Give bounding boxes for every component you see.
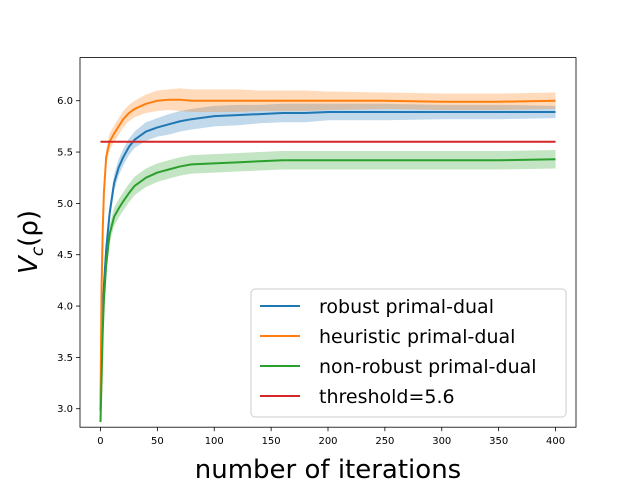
y-tick-label: 4.5	[57, 250, 73, 261]
x-tick-label: 200	[318, 436, 337, 447]
y-axis-label: Vc(ρ)	[14, 210, 48, 274]
y-axis-label-main: V	[14, 254, 44, 274]
x-tick-label: 250	[375, 436, 394, 447]
series-line-robust-primal-dual	[99, 111, 556, 411]
x-tick-label: 100	[205, 436, 224, 447]
x-tick-label: 350	[489, 436, 508, 447]
legend-label-heuristic-primal-dual: heuristic primal-dual	[319, 326, 515, 348]
legend: robust primal-dual heuristic primal-dual n…	[250, 288, 567, 418]
series-band-robust-primal-dual	[100, 103, 556, 417]
y-tick-label: 4.0	[57, 302, 73, 313]
series-line-heuristic-primal-dual	[99, 98, 556, 407]
y-tick-label: 6.0	[57, 96, 73, 107]
series-lines	[99, 98, 556, 423]
legend-frame	[250, 288, 567, 418]
series-line-non-robust-primal-dual	[99, 158, 556, 423]
x-tick-label: 0	[97, 436, 103, 447]
y-axis-label-subscript: c	[28, 246, 48, 256]
y-tick-label: 5.5	[57, 148, 73, 159]
legend-label-robust-primal-dual: robust primal-dual	[319, 296, 494, 318]
y-tick-label: 5.0	[57, 199, 73, 210]
x-tick-label: 150	[262, 436, 281, 447]
x-tick-label: 400	[546, 436, 565, 447]
x-tick-label: 300	[432, 436, 451, 447]
y-axis-label-tail: (ρ)	[14, 210, 44, 247]
x-tick-label: 50	[151, 436, 164, 447]
x-axis-ticks: 0 50 100 150 200 250 300 350 400	[97, 427, 565, 447]
legend-label-non-robust-primal-dual: non-robust primal-dual	[319, 356, 537, 378]
y-axis-ticks: 3.0 3.5 4.0 4.5 5.0 5.5 6.0	[57, 96, 80, 415]
y-tick-label: 3.0	[57, 404, 73, 415]
x-axis-label: number of iterations	[195, 455, 461, 480]
legend-label-threshold-5-6: threshold=5.6	[319, 386, 455, 408]
y-tick-label: 3.5	[57, 353, 73, 364]
